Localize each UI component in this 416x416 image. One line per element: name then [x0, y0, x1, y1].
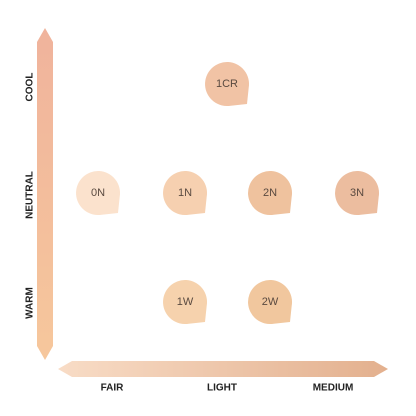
swatch-shape [248, 280, 293, 325]
shade-label: 2W [262, 296, 279, 308]
y-axis-label: COOL [25, 73, 36, 102]
shade-swatch: 1CR [205, 62, 250, 107]
shade-swatch: 2N [248, 171, 293, 216]
shade-swatch: 1N [163, 171, 208, 216]
shade-swatch: 0N [76, 171, 121, 216]
shade-label: 2N [263, 187, 277, 199]
swatch-shape [163, 280, 208, 325]
swatch-shape [163, 171, 208, 216]
shade-swatch: 3N [335, 171, 380, 216]
vertical-arrow [37, 28, 53, 360]
shade-swatch: 2W [248, 280, 293, 325]
swatch-shape [76, 171, 121, 216]
swatch-shape [248, 171, 293, 216]
swatch-shape [205, 62, 250, 107]
shade-label: 3N [350, 187, 364, 199]
shade-label: 1CR [216, 78, 238, 90]
x-axis-label: FAIR [101, 383, 125, 394]
shade-label: 1W [177, 296, 194, 308]
x-axis-label: LIGHT [207, 383, 237, 394]
content: COOL NEUTRAL WARM FAIR LIGHT MEDIUM 1CR 0N 1N 2N 3… [25, 62, 380, 394]
y-axis-label: NEUTRAL [25, 171, 36, 219]
shade-label: 1N [178, 187, 192, 199]
x-axis-label: MEDIUM [313, 383, 354, 394]
shade-label: 0N [91, 187, 105, 199]
shade-swatch: 1W [163, 280, 208, 325]
y-axis-label: WARM [25, 287, 36, 319]
swatch-shape [335, 171, 380, 216]
horizontal-arrow [58, 361, 388, 377]
